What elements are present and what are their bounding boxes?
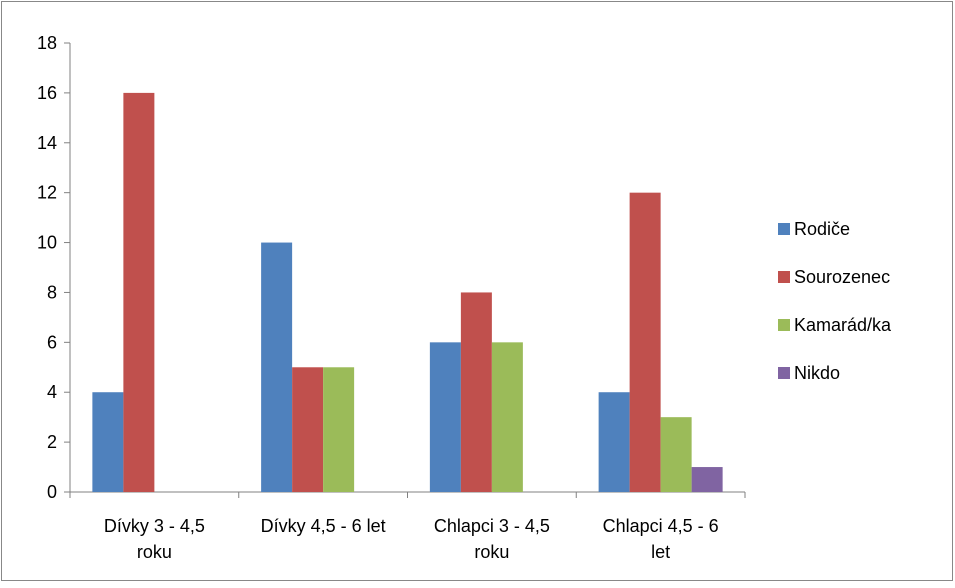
legend-swatch (778, 223, 790, 235)
bar (491, 342, 523, 492)
y-tick-label: 14 (37, 133, 57, 153)
y-tick-label: 8 (47, 282, 57, 302)
bar (629, 192, 661, 492)
y-tick-label: 18 (37, 33, 57, 53)
bar (123, 92, 155, 492)
legend-label: Nikdo (794, 363, 840, 383)
y-tick-label: 4 (47, 382, 57, 402)
legend-swatch (778, 271, 790, 283)
bar (598, 392, 630, 492)
legend-label: Sourozenec (794, 267, 890, 287)
legend-swatch (778, 319, 790, 331)
bars (92, 92, 723, 492)
y-tick-label: 16 (37, 83, 57, 103)
bar (92, 392, 124, 492)
y-tick-label: 12 (37, 183, 57, 203)
bar (429, 342, 461, 492)
y-axis: 0 2 4 6 8 10 12 14 16 18 (37, 33, 71, 502)
bar (292, 367, 324, 492)
bar (660, 417, 692, 492)
legend-label: Rodiče (794, 219, 850, 239)
legend-swatch (778, 367, 790, 379)
x-tick-label: Chlapci 4,5 - 6 let (603, 516, 719, 562)
x-tick-label: Dívky 3 - 4,5 roku (104, 516, 205, 562)
bar (261, 242, 293, 492)
x-tick-label: Dívky 4,5 - 6 let (261, 516, 386, 536)
y-tick-label: 6 (47, 332, 57, 352)
x-tick-label: Chlapci 3 - 4,5 roku (434, 516, 550, 562)
y-tick-label: 2 (47, 432, 57, 452)
legend-label: Kamarád/ka (794, 315, 892, 335)
bar (691, 467, 723, 492)
y-tick-label: 0 (47, 482, 57, 502)
y-tick-label: 10 (37, 233, 57, 253)
legend: Rodiče Sourozenec Kamarád/ka Nikdo (778, 219, 892, 383)
bar (323, 367, 355, 492)
bar (460, 292, 492, 492)
